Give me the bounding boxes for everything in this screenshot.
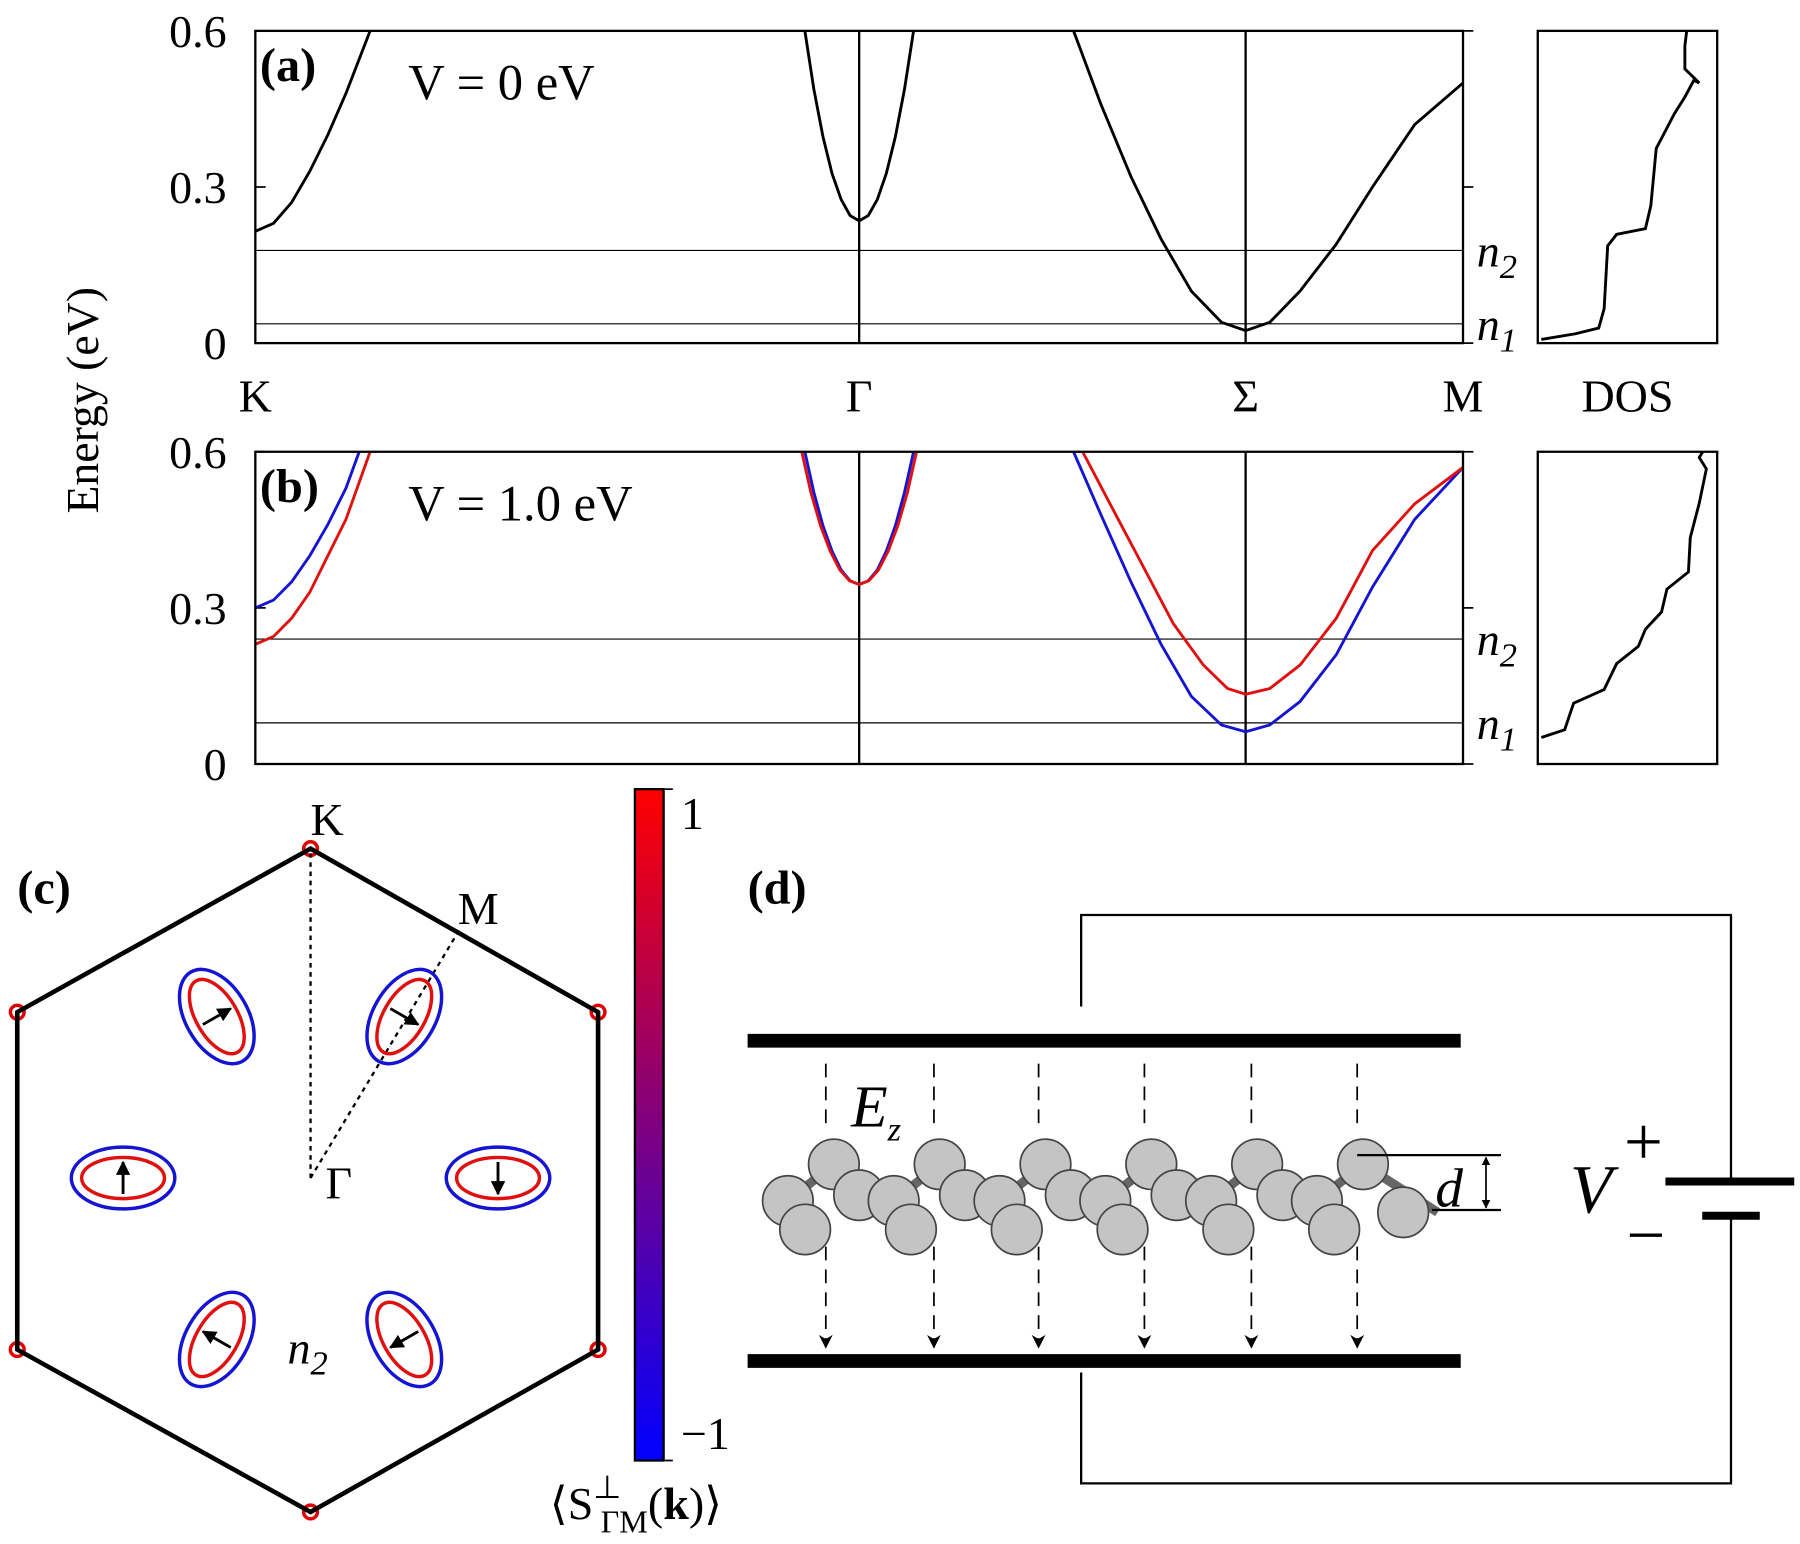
level-label: n1 xyxy=(1477,698,1517,758)
label-sub: ΓM xyxy=(601,1504,648,1540)
panel-label: (b) xyxy=(260,460,319,513)
level-subscript: 2 xyxy=(1500,637,1517,675)
level-subscript: 1 xyxy=(1500,720,1517,758)
k-point-label: K xyxy=(311,794,344,845)
x-tick-label: Γ xyxy=(846,371,873,422)
spin-arrow xyxy=(389,1330,419,1349)
atom xyxy=(1336,1138,1390,1191)
fermi-contour-outer xyxy=(444,1145,552,1211)
level-label: n2 xyxy=(1477,226,1517,286)
atom xyxy=(1096,1203,1149,1256)
atom xyxy=(1202,1203,1255,1256)
y-tick-label: 0.3 xyxy=(169,162,226,213)
level-label: n1 xyxy=(1477,299,1517,359)
field-label: Ez xyxy=(850,1074,901,1149)
colorbar-tick-label: 1 xyxy=(681,788,704,839)
label-close: )⟩ xyxy=(689,1478,722,1529)
fermi-contour-outer xyxy=(365,1290,444,1389)
plot-frame xyxy=(1536,29,1719,345)
atom xyxy=(1308,1203,1361,1256)
level-symbol: n xyxy=(1477,698,1500,749)
label-open: ⟨S xyxy=(550,1478,594,1529)
fermi-contour-inner xyxy=(187,1300,246,1379)
x-tick-label: M xyxy=(1443,371,1484,422)
panel-label: (c) xyxy=(17,862,71,915)
y-tick-label: 0 xyxy=(204,318,227,369)
m-point-label: M xyxy=(458,883,499,934)
level-subscript: 2 xyxy=(1500,248,1517,286)
fermi-contour-inner xyxy=(375,977,434,1056)
y-tick-label: 0 xyxy=(204,739,227,790)
atom xyxy=(778,1203,832,1256)
field-symbol: E xyxy=(850,1074,888,1140)
y-axis-label: Energy (eV) xyxy=(57,287,108,513)
atom xyxy=(884,1203,938,1256)
spin-arrow xyxy=(202,1007,232,1026)
fermi-contour-outer xyxy=(177,1290,256,1389)
fermi-contour-inner xyxy=(375,1300,434,1379)
plot-frame xyxy=(1536,450,1719,766)
gamma-point-label: Γ xyxy=(325,1158,352,1209)
voltage-label: V xyxy=(1570,1151,1619,1227)
label-sup: ⊥ xyxy=(593,1469,621,1505)
level-symbol: n xyxy=(1477,614,1500,665)
x-tick-label: Σ xyxy=(1232,371,1259,422)
minus-sign: − xyxy=(1626,1197,1665,1273)
fermi-contour-outer xyxy=(177,967,256,1066)
annotation: V = 1.0 eV xyxy=(408,476,632,532)
fermi-contour-outer xyxy=(365,967,444,1066)
level-subscript: 1 xyxy=(1500,321,1517,359)
spacing-label: d xyxy=(1435,1158,1463,1219)
level-label: n2 xyxy=(1477,614,1517,674)
colorbar-label: ⟨S⊥ ΓM(k)⟩ xyxy=(550,1469,722,1539)
plus-sign: + xyxy=(1624,1103,1663,1179)
fermi-level-label: n2 xyxy=(288,1322,328,1382)
y-tick-label: 0.6 xyxy=(169,427,226,478)
annotation: V = 0 eV xyxy=(408,55,594,111)
atom xyxy=(990,1203,1043,1256)
fermi-contour-inner xyxy=(79,1155,167,1201)
label-k: k xyxy=(663,1478,689,1529)
x-tick-label: K xyxy=(239,371,272,422)
band-curve xyxy=(254,451,1464,696)
band-curve xyxy=(1540,451,1708,739)
y-tick-label: 0.3 xyxy=(169,583,226,634)
atom xyxy=(1377,1186,1430,1239)
fermi-subscript: 2 xyxy=(311,1345,328,1383)
panel-label: (d) xyxy=(748,862,807,915)
level-symbol: n xyxy=(1477,299,1500,350)
fermi-symbol: n xyxy=(288,1322,311,1373)
brillouin-zone xyxy=(14,845,601,1515)
y-tick-label: 0.6 xyxy=(169,6,226,57)
field-subscript: z xyxy=(887,1110,901,1148)
colorbar-tick-label: −1 xyxy=(681,1408,730,1459)
level-symbol: n xyxy=(1477,226,1500,277)
fermi-contour-outer xyxy=(69,1145,177,1211)
spin-arrow xyxy=(389,1007,420,1026)
circuit-wire xyxy=(1080,1215,1733,1485)
band-curve xyxy=(1541,30,1701,341)
circuit-wire xyxy=(1080,913,1733,1182)
label-paren: ( xyxy=(648,1478,663,1529)
spin-arrow xyxy=(201,1330,232,1349)
fermi-contour-inner xyxy=(187,977,246,1056)
plot-frame xyxy=(254,29,1465,345)
colorbar xyxy=(633,788,665,1462)
zone-corner-pocket xyxy=(301,1503,320,1521)
fermi-contour-inner xyxy=(454,1155,542,1201)
band-curve xyxy=(254,30,1464,333)
x-axis-label: DOS xyxy=(1581,371,1673,422)
plot-frame xyxy=(254,450,1465,766)
panel-label: (a) xyxy=(260,39,316,92)
path-gamma-m xyxy=(309,928,462,1179)
